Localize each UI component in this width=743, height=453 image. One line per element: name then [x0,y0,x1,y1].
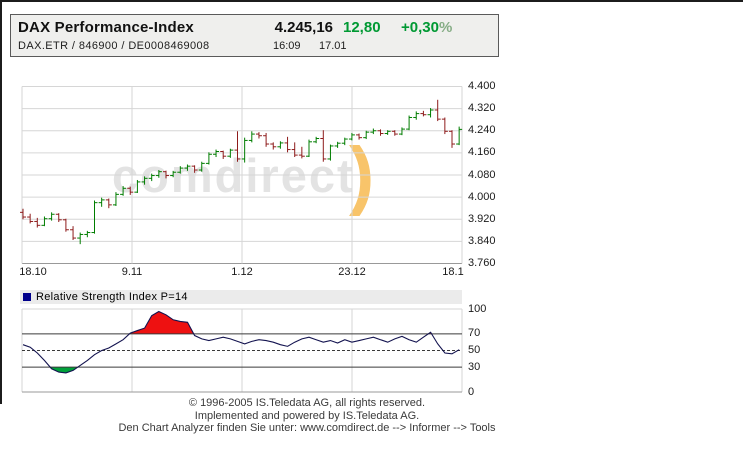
copyright-footer: © 1996-2005 IS.Teledata AG, all rights r… [0,397,614,435]
rsi-legend-swatch-icon [23,293,31,301]
rsi-chart-plot [21,308,463,393]
percent-sign: % [438,19,453,36]
rsi-y-tick: 50 [468,344,481,356]
price-y-tick: 3.760 [468,257,496,269]
quote-header: DAX Performance-Index DAX.ETR / 846900 /… [10,14,499,57]
price-y-tick: 4.080 [468,168,496,181]
price-y-tick: 3.920 [468,212,496,225]
price-x-tick: 18.1 [442,266,464,278]
quote-time: 16:09 [273,40,301,52]
last-price: 4.245,16 [274,19,333,36]
window-left-border [0,0,2,404]
price-y-tick: 4.240 [468,124,496,137]
price-y-tick: 4.000 [468,190,496,203]
price-y-tick: 4.160 [468,146,496,159]
rsi-legend-bar: Relative Strength Index P=14 [20,290,462,304]
price-y-tick: 4.400 [468,80,496,92]
footer-line-2: Implemented and powered by IS.Teledata A… [194,409,420,422]
rsi-y-tick: 100 [468,302,487,315]
change-absolute: 12,80 [343,19,381,36]
price-x-tick: 9.11 [121,266,143,278]
price-y-tick: 3.840 [468,234,496,247]
price-chart-plot [20,86,463,264]
price-x-tick: 23.12 [338,266,366,278]
instrument-symbol-line: DAX.ETR / 846900 / DE0008469008 [18,40,210,52]
footer-line-1: © 1996-2005 IS.Teledata AG, all rights r… [188,397,426,409]
rsi-legend-label: Relative Strength Index P=14 [36,291,188,303]
price-x-tick: 18.10 [19,266,47,278]
rsi-y-tick: 0 [468,385,475,398]
price-y-tick: 4.320 [468,102,496,115]
window-top-border [0,0,743,2]
change-percent: +0,30% [401,19,453,36]
instrument-title: DAX Performance-Index [18,19,194,36]
rsi-y-tick: 30 [468,360,481,373]
rsi-y-tick: 70 [468,327,481,340]
price-x-tick: 1.12 [231,266,253,278]
quote-date: 17.01 [319,40,347,52]
footer-line-3: Den Chart Analyzer finden Sie unter: www… [118,422,496,434]
